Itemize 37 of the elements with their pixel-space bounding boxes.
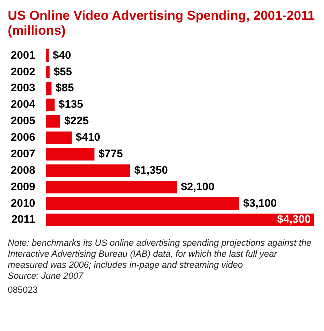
- text: 085023: [8, 285, 40, 296]
- y-tick-label: 2009: [10, 181, 36, 194]
- data-label: $1,350: [134, 164, 168, 177]
- data-label: $40: [52, 50, 72, 62]
- y-tick-label: 2007: [10, 148, 36, 160]
- bar: [46, 181, 178, 194]
- y-tick-label: 2006: [10, 132, 36, 144]
- y-tick-label: 2001: [10, 50, 36, 62]
- bar: [46, 132, 72, 144]
- y-tick-label: 2005: [10, 116, 36, 128]
- data-label: $135: [58, 99, 84, 112]
- y-tick-label: 2004: [10, 99, 36, 112]
- data-label: $2,100: [181, 181, 215, 194]
- data-label: $55: [54, 66, 72, 78]
- chart-title: US Online Video Advertising Spending, 2001-2011 (millions): [8, 8, 316, 38]
- bar: [46, 214, 314, 226]
- bar: [46, 197, 240, 210]
- y-tick-label: 2008: [10, 164, 36, 177]
- bar: [46, 148, 95, 161]
- bar: [46, 98, 55, 112]
- source-note: Source: June 2007: [8, 271, 85, 282]
- y-tick-label: 2010: [10, 198, 36, 210]
- data-label: $3,100: [243, 198, 277, 210]
- bar: [46, 115, 60, 128]
- data-label: $410: [76, 132, 100, 144]
- bar: [46, 50, 49, 62]
- text: Note: benchmarks its US online advertising spending projections against the Interactive Advertising Bureau (IAB) data, for which the last full year measured was 2006; includes in-page and streaming video: [8, 238, 313, 271]
- data-label: $225: [64, 116, 89, 128]
- y-tick-label: 2002: [10, 66, 36, 78]
- bar: [46, 82, 52, 95]
- data-label: $85: [56, 82, 74, 95]
- data-label: $4,300: [277, 214, 311, 226]
- bar: [46, 164, 130, 178]
- y-tick-label: 2003: [10, 82, 36, 95]
- y-tick-label: 2011: [12, 214, 36, 226]
- data-label: $775: [98, 148, 124, 160]
- bar: [46, 66, 50, 79]
